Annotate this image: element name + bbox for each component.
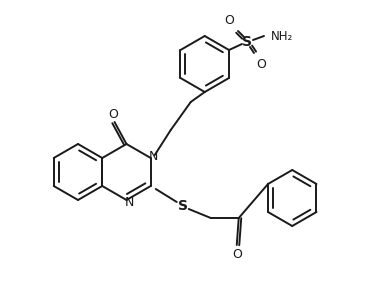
Text: N: N [149,150,159,163]
Text: O: O [224,13,234,27]
Text: N: N [125,197,134,209]
Text: O: O [108,109,119,121]
Text: O: O [232,248,242,260]
Text: S: S [178,199,188,213]
Text: NH₂: NH₂ [271,29,293,43]
Text: S: S [242,35,252,49]
Text: O: O [256,58,266,70]
